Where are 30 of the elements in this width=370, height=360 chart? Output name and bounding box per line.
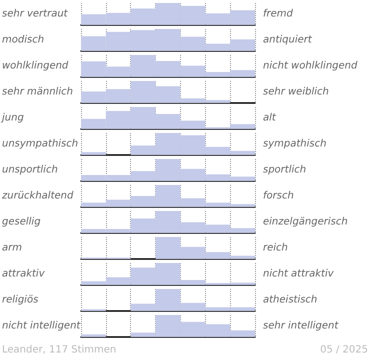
y2-axis-title: atheistisch	[263, 294, 318, 306]
y-axis-title: jung	[0, 112, 24, 124]
y2-axis-title: nicht wohlklingend	[263, 60, 358, 72]
bar	[81, 152, 106, 155]
y-axis-title: zurückhaltend	[1, 190, 74, 202]
y2-axis-title: nicht attraktiv	[263, 268, 335, 280]
y2-axis-title: fremd	[263, 8, 294, 20]
y2-axis-title: alt	[263, 112, 277, 124]
text: Leander, 117 Stimmen	[2, 344, 116, 356]
y2-axis-title: einzelgängerisch	[263, 216, 348, 228]
y-axis-title: unsympathisch	[2, 138, 78, 150]
y-axis-title: sehr männlich	[2, 86, 73, 98]
y2-axis-title: reich	[263, 242, 288, 254]
y-axis-title: religiös	[2, 294, 38, 306]
y2-axis-title: sportlich	[263, 164, 306, 176]
y-axis-title: unsportlich	[2, 164, 58, 176]
y2-axis-title: sympathisch	[263, 138, 326, 150]
y2-axis-title: forsch	[263, 190, 294, 202]
bar	[81, 334, 106, 337]
y2-axis-title: antiquiert	[263, 34, 313, 46]
y-axis-title: wohlklingend	[2, 60, 69, 72]
y-axis-title: attraktiv	[2, 268, 46, 280]
y-axis-title: sehr vertraut	[2, 8, 69, 20]
y2-axis-title: sehr intelligent	[263, 320, 340, 332]
y2-axis-title: sehr weiblich	[263, 86, 329, 98]
y-axis-title: arm	[2, 242, 22, 254]
y-axis-title: nicht intelligent	[2, 320, 82, 332]
text: 05 / 2025	[320, 344, 368, 356]
y-axis-title: gesellig	[2, 216, 41, 228]
y-axis-title: modisch	[2, 34, 44, 46]
